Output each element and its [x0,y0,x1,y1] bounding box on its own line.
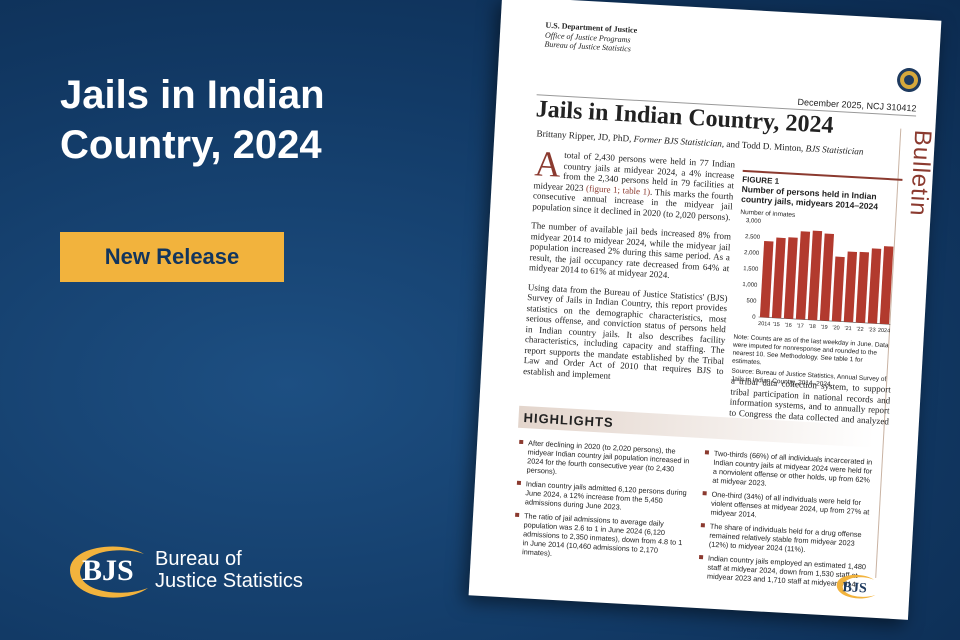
paragraph-3: Using data from the Bureau of Justice St… [522,281,728,381]
y-tick-label: 1,000 [742,282,758,289]
y-tick-label: 2,000 [744,250,760,257]
x-tick-label: 2024 [878,328,891,335]
bar [867,248,882,324]
y-tick-label: 1,500 [743,266,759,273]
x-tick-label: '16 [784,322,791,328]
highlight-item: Two-thirds (66%) of all individuals inca… [703,448,877,494]
logo-letters: BJS [82,554,134,587]
x-tick-label: '20 [832,325,839,331]
y-tick-label: 2,500 [745,234,761,241]
bar [771,237,786,319]
author2: , and Todd D. Minton, [721,138,806,154]
new-release-button[interactable]: New Release [60,232,284,282]
page-logo-swoosh-icon [836,574,876,599]
bjs-logo: BJS [70,546,148,598]
chart-ylabel: Number of inmates [740,209,796,219]
highlight-item: After declining in 2020 (to 2,020 person… [517,438,691,484]
drop-cap: A [533,143,562,185]
page-bjs-logo: BJS [836,574,876,599]
paragraph-2: The number of available jail beds increa… [528,220,732,280]
bar [807,230,823,321]
author2-role: BJS Statistician [805,143,864,157]
bar [855,251,870,323]
highlight-item: The ratio of jail admissions to average … [513,511,687,566]
x-tick-label: 2014 [758,321,771,328]
y-tick-label: 3,000 [746,218,762,225]
author1: Brittany Ripper, JD, PhD, [536,128,634,144]
body-column-1: A total of 2,430 persons were held in 77… [522,143,735,396]
figure-1: FIGURE 1 Number of persons held in India… [731,169,903,393]
bar [795,231,811,320]
x-tick-label: '17 [796,323,803,329]
highlights-left: After declining in 2020 (to 2,020 person… [513,438,692,570]
x-tick-label: '15 [772,322,779,328]
highlight-item: Indian country jails admitted 6,120 pers… [516,479,689,516]
org-name-line2: Justice Statistics [155,570,303,592]
bar [819,233,835,321]
promo-title: Jails in Indian Country, 2024 [60,70,390,170]
bar [879,246,894,325]
org-name: Bureau of Justice Statistics [155,548,303,592]
bar [783,237,798,319]
x-tick-label: '19 [820,324,827,330]
highlight-item: The share of individuals held for a drug… [700,521,873,558]
bulletin-label: Bulletin [904,129,937,218]
org-name-line1: Bureau of [155,548,242,570]
x-tick-label: '22 [856,326,863,332]
promo-title-line2: Country, 2024 [60,123,322,167]
bar [843,251,858,323]
bar-chart: Number of inmates 0 500 1,000 1,500 2,000 2,5… [740,209,894,335]
x-tick-label: '23 [868,327,875,333]
bar [831,256,845,322]
y-tick-label: 0 [752,315,756,321]
bar [759,241,774,318]
paragraph-1: A total of 2,430 persons were held in 77… [532,143,735,222]
highlight-item: One-third (34%) of all individuals were … [701,489,874,526]
author1-role: Former BJS Statistician [633,133,723,149]
x-tick-label: '18 [808,324,815,330]
promo-title-line1: Jails in Indian [60,73,325,117]
y-tick-label: 500 [746,298,757,305]
page-logo-letters: BJS [842,580,867,596]
x-tick-label: '21 [844,326,851,332]
agency-block: U.S. Department of Justice Office of Jus… [544,21,637,55]
doj-seal-icon [897,68,922,93]
report-cover: U.S. Department of Justice Office of Jus… [468,0,942,620]
